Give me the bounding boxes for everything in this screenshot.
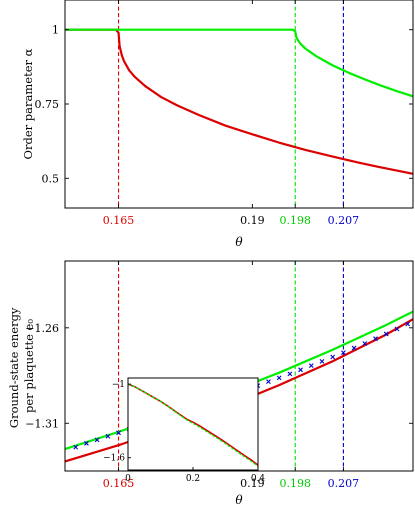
bottom-ylabel: Ground-state energy per plaquette e₀ [7,304,36,428]
bottom-ytick-label: −1.26 [25,322,59,335]
bottom-scatter-point [266,379,271,385]
bottom-scatter-point [84,440,89,446]
top-series-line-0 [65,28,414,175]
top-series-group [65,28,414,175]
top-ylabel: Order parameter α [21,48,35,159]
inset-background [128,378,258,470]
bottom-scatter-point [308,363,314,369]
inset-chart: −1 −1.60 0.2 0.4 [103,377,265,484]
inset-ytick-label: −1.6 [103,454,125,464]
order-parameter-chart: 0.5 0.75 1 0.165 0.19 0.198 0.207 Order parame… [21,0,414,249]
bottom-scatter-point [73,444,79,450]
top-xtick-label: 0.165 [103,214,135,227]
bottom-scatter-point [373,336,378,342]
top-ticks: 0.5 0.75 1 0.165 0.19 0.198 0.207 [35,0,413,227]
inset-xtick-label: 0.2 [186,474,200,484]
bottom-scatter-point [105,433,111,439]
bottom-xlabel: θ [235,493,243,507]
top-transition-lines [117,0,344,208]
bottom-scatter-point [116,430,121,436]
bottom-scatter-point [394,326,400,332]
bottom-scatter-point [330,354,336,360]
bottom-scatter-point [298,367,303,373]
top-ytick-label: 1 [52,24,59,37]
inset-ticks: −1 −1.60 0.2 0.4 [103,380,265,484]
top-series-line-1 [65,28,414,98]
top-xtick-label: 0.198 [279,214,311,227]
inset-series-line-0 [127,383,259,466]
bottom-scatter-point [319,359,325,364]
inset-xtick-label: 0.4 [251,474,266,484]
bottom-xtick-label: 0.165 [103,477,135,490]
bottom-scatter-point [383,331,389,337]
top-ytick-label: 0.75 [35,98,60,111]
bottom-scatter-point [405,321,411,327]
inset-xtick-label: 0 [125,474,131,484]
bottom-scatter-point [276,375,282,381]
bottom-scatter-point [351,345,357,351]
top-xtick-label: 0.19 [240,214,265,227]
bottom-ticks: −1.31 −1.26 0.165 0.19 0.198 0.207 [25,261,413,490]
bottom-scatter-point [94,437,100,443]
inset-ytick-label: −1 [112,380,125,390]
top-xtick-label: 0.207 [328,214,360,227]
top-ytick-label: 0.5 [42,172,60,185]
ground-state-energy-chart: −1.31 −1.26 0.165 0.19 0.198 0.207 Ground-sta… [7,260,414,507]
bottom-scatter-point [341,350,346,356]
bottom-xtick-label: 0.198 [279,477,311,490]
bottom-plot-frame [64,260,414,472]
bottom-scatter-point [362,341,368,346]
bottom-ytick-label: −1.31 [25,417,59,430]
bottom-scatter-point [287,371,293,377]
bottom-xtick-label: 0.207 [328,477,360,490]
inset-series-group [127,383,259,467]
bottom-xtick-label: 0.19 [240,477,265,490]
top-xlabel: θ [235,235,243,249]
